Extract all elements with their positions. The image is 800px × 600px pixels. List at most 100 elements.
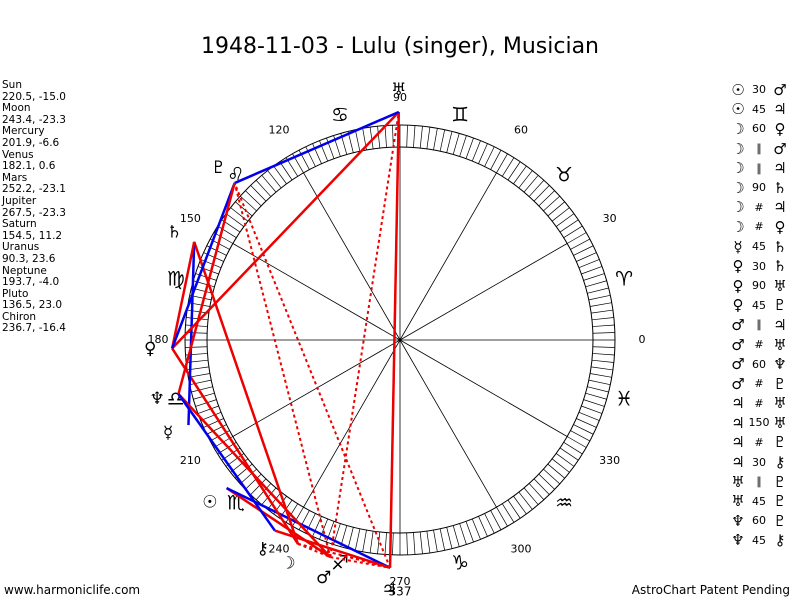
aspect-planet: ♅ (773, 413, 787, 432)
planet-name: Pluto (2, 287, 29, 300)
aspect-planet: ♃ (773, 159, 787, 178)
aspect-planet: ♀ (732, 276, 744, 295)
aspect-planet: ⚷ (774, 531, 786, 550)
aspect-line (329, 111, 400, 558)
aspect-line (193, 241, 300, 545)
degree-label: 60 (514, 123, 528, 136)
aspect-type: 45 (752, 102, 766, 116)
ring-tick (588, 294, 611, 301)
ring-tick (592, 346, 615, 348)
sign-glyph: ♒ (555, 491, 573, 515)
ring-tick (573, 245, 594, 256)
aspect-row: ♀ 30 ♄ (728, 256, 790, 276)
planet-list: Sun 220.5, -15.0 Moon 243.4, -23.3 Mercury 20… (2, 79, 66, 335)
aspect-type: # (754, 435, 764, 449)
ring-tick (513, 165, 527, 185)
ring-tick (239, 195, 257, 212)
ring-tick (478, 143, 488, 164)
ring-tick (563, 441, 583, 455)
aspect-line (171, 347, 299, 545)
aspect-planet: ♄ (773, 178, 787, 197)
ring-tick (245, 190, 262, 207)
aspect-planet: ♃ (773, 100, 787, 119)
ring-tick (230, 207, 249, 222)
ring-tick (533, 478, 550, 495)
ring-tick (439, 129, 446, 152)
ring-tick (267, 491, 282, 510)
aspect-planet: ♂ (773, 139, 787, 158)
planet-position: 252.2, -23.1 (2, 183, 66, 196)
ring-tick (547, 201, 565, 217)
aspect-line (226, 486, 391, 569)
planet-name: Uranus (2, 241, 40, 254)
ring-tick (592, 324, 615, 327)
aspect-line (171, 111, 400, 350)
aspect-type: 45 (752, 533, 766, 547)
aspect-line (177, 393, 276, 532)
aspect-planet: ☽ (731, 217, 745, 236)
ring-tick (585, 280, 607, 288)
planet-position: 243.4, -23.3 (2, 113, 66, 126)
planet-position: 236.7, -16.4 (2, 322, 66, 335)
ring-tick (592, 353, 615, 356)
footer-link[interactable]: www.harmoniclife.com (4, 583, 141, 597)
aspect-row: ♅ ∥ ♇ (728, 472, 790, 492)
planet-position: 220.5, -15.0 (2, 90, 66, 103)
ring-tick (250, 478, 267, 495)
ring-tick (523, 175, 539, 193)
ring-tick (590, 302, 612, 307)
aspect-row: ♀ 90 ♅ (728, 276, 790, 296)
aspect-planet: ☽ (731, 198, 745, 217)
ring-tick (465, 521, 474, 543)
ring-tick (559, 219, 579, 233)
aspect-planet: ♀ (732, 257, 744, 276)
ring-tick (588, 379, 611, 386)
aspect-planet: ♆ (731, 511, 745, 530)
ring-tick (490, 150, 502, 170)
ring-tick (507, 161, 521, 181)
planet-name: Mars (2, 171, 28, 184)
aspect-row: ♃ 150 ♅ (728, 413, 790, 433)
aspect-line (330, 556, 391, 569)
house-line (399, 339, 497, 508)
aspect-type: 60 (752, 514, 766, 528)
degree-label: 120 (269, 123, 290, 136)
aspect-type: # (754, 396, 764, 410)
ring-tick (369, 127, 374, 149)
ring-tick (591, 309, 613, 314)
house-line (232, 243, 401, 341)
ring-tick (551, 458, 570, 473)
ring-tick (188, 373, 210, 378)
aspect-planet: ♃ (731, 433, 745, 452)
ring-tick (279, 161, 293, 181)
ring-tick (413, 532, 416, 555)
degree-label: 270 (390, 575, 411, 588)
aspect-type: ∥ (756, 475, 762, 489)
aspect-type: 45 (752, 298, 766, 312)
ring-tick (419, 531, 423, 554)
ring-tick (377, 126, 381, 149)
degree-label: 240 (269, 543, 290, 556)
planet-glyph: ♂ (316, 568, 331, 588)
aspect-type: ∥ (756, 142, 762, 156)
degree-label: 90 (393, 91, 407, 104)
planet-glyph: ♃ (381, 580, 396, 600)
ring-tick (245, 473, 262, 490)
ring-tick (189, 379, 212, 386)
ring-tick (459, 523, 467, 545)
ring-tick (312, 143, 322, 164)
aspect-type: # (754, 220, 764, 234)
planet-position: 201.9, -6.6 (2, 136, 60, 149)
aspect-planet: ♇ (773, 492, 787, 511)
ring-tick (518, 170, 533, 189)
aspect-line (187, 241, 196, 426)
aspect-type: 30 (752, 259, 766, 273)
ring-tick (543, 468, 561, 485)
aspect-type: # (754, 200, 764, 214)
aspect-type: 45 (752, 240, 766, 254)
ring-tick (496, 506, 508, 527)
degree-label: 150 (180, 212, 201, 225)
house-line (303, 339, 401, 508)
ring-tick (570, 238, 590, 250)
ring-tick (585, 392, 607, 400)
